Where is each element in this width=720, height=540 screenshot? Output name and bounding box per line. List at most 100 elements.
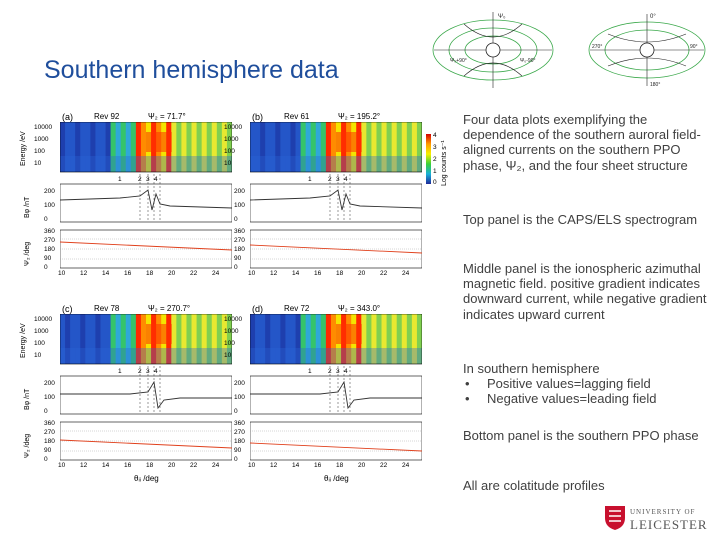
x-tick: 16 [314,270,322,277]
diagram-label: 90° [690,44,698,50]
spectrogram [60,314,232,365]
colorbar-tick: 3 [433,144,437,151]
psi-tick: 270 [234,237,245,244]
x-tick: 16 [124,462,132,469]
x-tick: 24 [212,270,220,277]
description: All are colatitude profiles [463,478,711,493]
psi-tick: 180 [44,246,55,253]
x-tick: 14 [102,462,110,469]
slide-title: Southern hemisphere data [44,56,339,84]
plot-panel: (b) Rev 61 Ψ₂ = 195.2° 10000 1000 100 10 200 100… [224,112,432,302]
panel-letter: (a) [62,112,73,122]
diagram-label: Ψ₀-90° [520,58,535,64]
sheet-tick: 4 [154,368,158,375]
energy-tick: 10000 [224,124,243,131]
diagram-label: Ψ₀+90° [450,58,467,64]
sheet-tick: 4 [154,176,158,183]
psi-tick: 180 [44,438,55,445]
b-tick: 0 [44,408,48,415]
diagram-label: 270° [592,44,602,50]
energy-tick: 10 [224,352,232,359]
colorbar-tick: 0 [433,179,437,186]
sheet-tick: 2 [138,176,142,183]
sheet-tick: 3 [336,176,340,183]
colorbar-tick: 2 [433,156,437,163]
spectrogram [250,122,422,173]
x-tick: 18 [336,270,344,277]
panel-letter: (d) [252,304,263,314]
description-p2: Top panel is the CAPS/ELS spectrogram [463,212,698,227]
b-axis-label: Bφ /nT [24,196,31,218]
sheet-tick: 1 [118,368,122,375]
diagram-label: Ψ₀ [498,14,506,20]
psi-tick: 90 [44,447,52,454]
x-tick: 20 [168,462,176,469]
b-field-plot [250,366,422,415]
sheet-tick: 1 [308,368,312,375]
energy-tick: 100 [34,340,45,347]
psi-tick: 90 [44,255,52,262]
panel-letter: (b) [252,112,263,122]
panel-psi: Ψ₂ = 270.7° [148,304,191,313]
plot-svg [60,314,232,461]
field-diagram-right: 0° 90° 180° 270° [588,14,706,88]
energy-tick: 100 [34,148,45,155]
b-tick: 0 [44,216,48,223]
phase-plot [250,229,422,269]
diagram-label: 0° [650,14,656,20]
description: Middle panel is the ionospheric azimutha… [463,261,711,322]
b-tick: 200 [234,188,245,195]
description-p6: All are colatitude profiles [463,478,605,493]
panel-psi: Ψ₂ = 71.7° [148,112,186,121]
sheet-tick: 3 [146,176,150,183]
energy-tick: 100 [224,340,235,347]
x-tick: 20 [358,462,366,469]
energy-tick: 100 [224,148,235,155]
x-tick: 22 [380,462,388,469]
panel-psi: Ψ₂ = 343.0° [338,304,381,313]
colorbar-tick: 4 [433,132,437,139]
university-logo: UNIVERSITY OF LEICESTER [604,505,716,535]
psi-tick: 270 [234,429,245,436]
x-tick: 20 [168,270,176,277]
x-tick: 24 [402,462,410,469]
plot-panel: (a) Rev 92 Ψ₂ = 71.7° 10000 1000 100 10 200 100 0… [20,112,242,302]
x-tick: 22 [380,270,388,277]
energy-tick: 10000 [34,124,53,131]
bullet-item: Positive values=lagging field [463,376,711,391]
plot-panel: (d) Rev 72 Ψ₂ = 343.0° 10000 1000 100 10 200 100… [224,304,432,494]
sheet-tick: 2 [138,368,142,375]
energy-tick: 10000 [34,316,53,323]
bullet-list: Positive values=lagging field Negative v… [463,376,711,407]
x-tick: 24 [212,462,220,469]
phase-plot [60,229,232,269]
description: In southern hemisphere Positive values=l… [463,361,711,407]
logo-big-text: LEICESTER [630,517,708,532]
sheet-tick: 1 [118,176,122,183]
b-axis-label: Bφ /nT [24,388,31,410]
phase-plot [60,421,232,461]
b-tick: 100 [44,394,55,401]
x-tick: 12 [270,270,278,277]
x-tick: 14 [292,462,300,469]
energy-tick: 1000 [224,136,239,143]
phase-plot [250,421,422,461]
b-field-plot [250,174,422,223]
b-field-plot [60,366,232,415]
x-tick: 10 [58,462,66,469]
plot-panel: (c) Rev 78 Ψ₂ = 270.7° 10000 1000 100 10 200 100… [20,304,242,494]
psi-tick: 270 [44,237,55,244]
sheet-tick: 4 [344,368,348,375]
energy-tick: 1000 [224,328,239,335]
panel-rev: Rev 61 [284,112,310,121]
spectrogram [60,122,232,173]
energy-tick: 10 [34,160,42,167]
b-tick: 200 [44,380,55,387]
plot-svg [250,122,422,269]
description-p5: Bottom panel is the southern PPO phase [463,428,699,443]
x-tick: 18 [146,462,154,469]
b-tick: 200 [234,380,245,387]
panel-rev: Rev 78 [94,304,120,313]
x-tick: 20 [358,270,366,277]
colorbar [426,134,431,184]
